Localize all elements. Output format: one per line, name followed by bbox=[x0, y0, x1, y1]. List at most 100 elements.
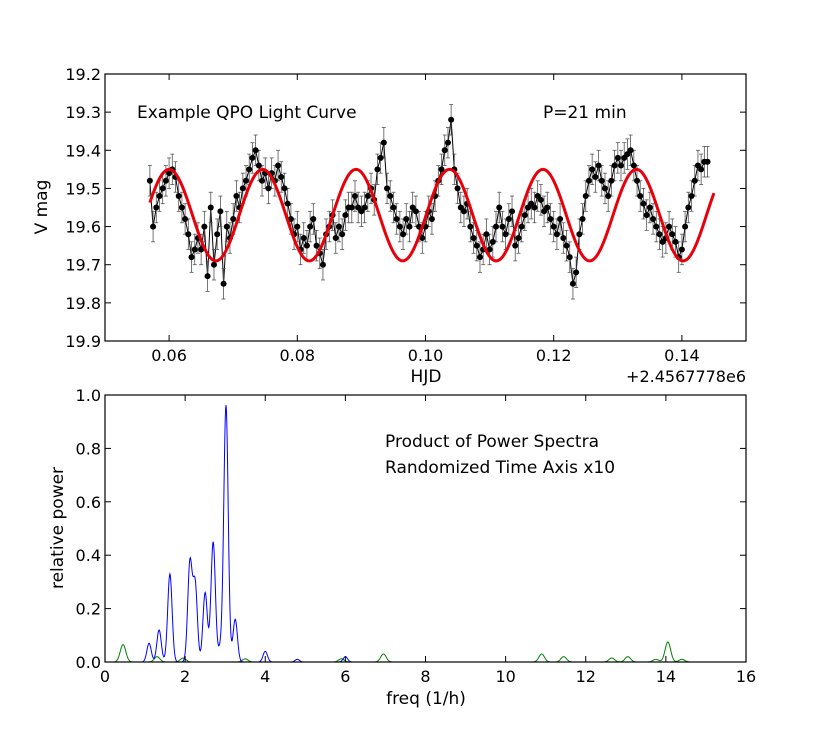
data-point bbox=[640, 200, 647, 207]
y-tick-label: 19.6 bbox=[65, 218, 101, 237]
y-tick-label: 0.2 bbox=[76, 600, 101, 619]
y-tick-label: 0.0 bbox=[76, 653, 101, 672]
data-point bbox=[573, 269, 580, 276]
data-point bbox=[566, 254, 573, 261]
data-point bbox=[505, 215, 512, 222]
data-point bbox=[319, 261, 326, 268]
data-point bbox=[396, 223, 403, 230]
data-point bbox=[678, 246, 685, 253]
data-point bbox=[493, 223, 500, 230]
power-spectrum-panel: 0 2 4 6 8 10 12 14 16 0.0 0.2 0.4 0.6 0.8 1.0 Product … bbox=[48, 386, 756, 709]
data-point bbox=[499, 223, 506, 230]
power-spectrum-plot-area bbox=[105, 405, 746, 662]
data-point bbox=[204, 273, 211, 280]
data-point bbox=[521, 212, 528, 219]
data-point bbox=[531, 204, 538, 211]
x-tick-label: 0.12 bbox=[536, 346, 572, 365]
light-curve-ticks: 0.06 0.08 0.10 0.12 0.14 19.2 19.3 19.4 19.5 19.6… bbox=[65, 65, 746, 365]
data-point bbox=[592, 173, 599, 180]
data-point bbox=[233, 193, 240, 200]
data-point bbox=[589, 166, 596, 173]
x-tick-label: 2 bbox=[180, 667, 190, 686]
power-spectrum-y-label: relative power bbox=[48, 467, 68, 589]
data-point bbox=[278, 173, 285, 180]
data-point bbox=[332, 235, 339, 242]
data-point bbox=[547, 215, 554, 222]
data-point bbox=[569, 280, 576, 287]
product-spectrum-line bbox=[105, 405, 746, 662]
data-point bbox=[287, 215, 294, 222]
data-point bbox=[252, 147, 259, 154]
data-point bbox=[441, 147, 448, 154]
data-point bbox=[585, 177, 592, 184]
data-point bbox=[198, 246, 205, 253]
data-point bbox=[259, 177, 266, 184]
data-point bbox=[486, 246, 493, 253]
data-point bbox=[550, 223, 557, 230]
data-point bbox=[518, 223, 525, 230]
data-point bbox=[669, 231, 676, 238]
data-point bbox=[400, 231, 407, 238]
y-tick-label: 19.8 bbox=[65, 294, 101, 313]
data-point bbox=[557, 215, 564, 222]
data-point bbox=[156, 193, 163, 200]
data-point bbox=[698, 166, 705, 173]
data-point bbox=[380, 139, 387, 146]
data-point bbox=[576, 231, 583, 238]
data-point bbox=[246, 166, 253, 173]
data-point bbox=[595, 162, 602, 169]
data-point bbox=[403, 215, 410, 222]
data-point bbox=[560, 235, 567, 242]
data-point bbox=[419, 235, 426, 242]
data-point bbox=[444, 139, 451, 146]
data-point bbox=[406, 223, 413, 230]
y-tick-label: 0.8 bbox=[76, 439, 101, 458]
data-point bbox=[448, 116, 455, 123]
data-point bbox=[634, 177, 641, 184]
y-tick-label: 1.0 bbox=[76, 386, 101, 405]
data-point bbox=[509, 208, 516, 215]
data-point bbox=[313, 242, 320, 249]
data-point bbox=[537, 196, 544, 203]
x-tick-label: 6 bbox=[340, 667, 350, 686]
data-point bbox=[175, 193, 182, 200]
y-tick-label: 19.7 bbox=[65, 256, 101, 275]
data-point bbox=[294, 223, 301, 230]
data-point bbox=[473, 242, 480, 249]
data-point bbox=[201, 223, 208, 230]
data-point bbox=[249, 154, 256, 161]
data-point bbox=[374, 166, 381, 173]
data-point bbox=[393, 215, 400, 222]
data-point bbox=[643, 212, 650, 219]
data-point bbox=[656, 231, 663, 238]
data-point bbox=[150, 223, 157, 230]
data-point bbox=[223, 223, 230, 230]
data-point bbox=[217, 208, 224, 215]
data-point bbox=[704, 158, 711, 165]
y-tick-label: 19.4 bbox=[65, 141, 101, 160]
light-curve-title: Example QPO Light Curve bbox=[137, 103, 357, 123]
data-point bbox=[182, 215, 189, 222]
x-tick-label: 4 bbox=[260, 667, 270, 686]
data-point bbox=[483, 231, 490, 238]
data-point bbox=[614, 154, 621, 161]
data-point bbox=[428, 215, 435, 222]
y-tick-label: 0.6 bbox=[76, 493, 101, 512]
data-point bbox=[214, 231, 221, 238]
data-point bbox=[342, 212, 349, 219]
x-tick-label: 0.10 bbox=[408, 346, 444, 365]
data-point bbox=[284, 200, 291, 207]
light-curve-y-label: V mag bbox=[32, 180, 52, 235]
data-point bbox=[618, 162, 625, 169]
data-point bbox=[579, 215, 586, 222]
data-point bbox=[598, 177, 605, 184]
data-point bbox=[191, 246, 198, 253]
data-point bbox=[563, 242, 570, 249]
data-point bbox=[666, 223, 673, 230]
data-point bbox=[210, 261, 217, 268]
data-point bbox=[454, 185, 461, 192]
data-point bbox=[377, 154, 384, 161]
data-point bbox=[467, 223, 474, 230]
y-tick-label: 0.4 bbox=[76, 546, 101, 565]
data-point bbox=[553, 231, 560, 238]
